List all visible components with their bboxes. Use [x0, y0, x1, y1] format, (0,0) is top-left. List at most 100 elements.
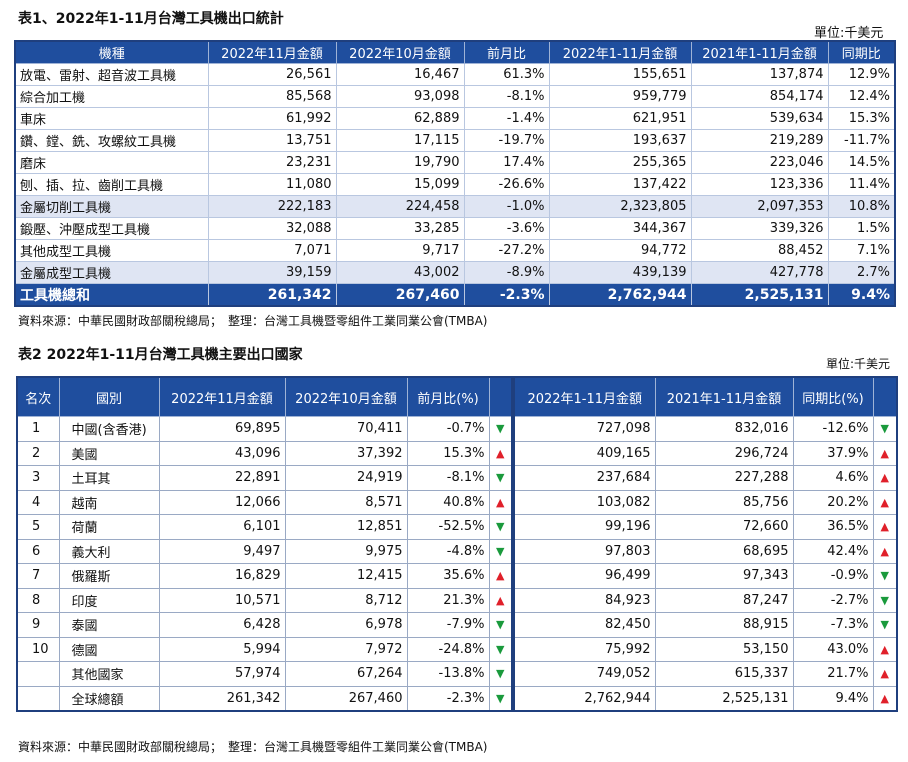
yoy-pct-cell: 43.0%	[792, 636, 874, 662]
mom-cell: -19.7%	[463, 129, 550, 152]
ytd-2021-cell: 87,247	[654, 587, 794, 613]
ytd-2021-cell: 88,915	[654, 612, 794, 638]
rank-cell: 4	[16, 489, 60, 515]
oct-2022-cell: 7,972	[284, 636, 408, 662]
table1-header-row: 機種 2022年11月金額 2022年10月金額 前月比 2022年1-11月金…	[14, 40, 896, 64]
ytd-2022-cell: 959,779	[548, 85, 692, 108]
ytd-2022-cell: 255,365	[548, 151, 692, 174]
col-header-ytd-2021: 2021年1-11月金額	[690, 40, 829, 64]
machine-type-cell: 車床	[14, 107, 209, 130]
nov-2022-cell: 16,829	[158, 563, 286, 589]
col-header-ytd-2021: 2021年1-11月金額	[654, 376, 794, 417]
machine-type-cell: 刨、插、拉、齒削工具機	[14, 173, 209, 196]
oct-2022-cell: 9,717	[335, 239, 465, 262]
col-header-yoy-pct: 同期比(%)	[792, 376, 874, 417]
triangle-down-icon: ▼	[496, 618, 505, 632]
ytd-2021-cell: 97,343	[654, 563, 794, 589]
rank-cell: 9	[16, 612, 60, 638]
nov-2022-cell: 32,088	[207, 217, 337, 240]
table-row: 刨、插、拉、齒削工具機 11,080 15,099 -26.6% 137,422 123,…	[14, 173, 896, 196]
mom-pct-cell: 21.3%	[406, 587, 490, 613]
yoy-cell: 7.1%	[827, 239, 896, 262]
yoy-cell: 1.5%	[827, 217, 896, 240]
col-header-mom-arrow	[488, 376, 514, 417]
nov-2022-cell: 261,342	[158, 685, 286, 712]
yoy-pct-cell: -2.7%	[792, 587, 874, 613]
yoy-cell: 12.9%	[827, 63, 896, 86]
table-row: 其他成型工具機 7,071 9,717 -27.2% 94,772 88,452 7.1%	[14, 239, 896, 262]
table-row: 金屬成型工具機 39,159 43,002 -8.9% 439,139 427,778 2.…	[14, 261, 896, 284]
table-row: 放電、雷射、超音波工具機 26,561 16,467 61.3% 155,651 137,…	[14, 63, 896, 86]
oct-2022-cell: 62,889	[335, 107, 465, 130]
mom-arrow: ▲	[488, 489, 514, 515]
oct-2022-cell: 19,790	[335, 151, 465, 174]
nov-2022-cell: 6,428	[158, 612, 286, 638]
mom-pct-cell: -2.3%	[406, 685, 490, 712]
col-header-yoy: 同期比	[827, 40, 896, 64]
ytd-2022-cell: 2,323,805	[548, 195, 692, 218]
oct-2022-cell: 70,411	[284, 416, 408, 442]
country-cell: 德國	[58, 636, 160, 662]
table-row: 7 俄羅斯 16,829 12,415 35.6% ▲ 96,499 97,343 -0.9% ▼	[16, 563, 898, 589]
nov-2022-cell: 26,561	[207, 63, 337, 86]
mom-pct-cell: -13.8%	[406, 661, 490, 687]
mom-cell: 61.3%	[463, 63, 550, 86]
mom-arrow: ▼	[488, 636, 514, 662]
yoy-pct-cell: -0.9%	[792, 563, 874, 589]
yoy-cell: 2.7%	[827, 261, 896, 284]
table-row: 全球總額 261,342 267,460 -2.3% ▼ 2,762,944 2,525,1…	[16, 685, 898, 712]
table-row: 磨床 23,231 19,790 17.4% 255,365 223,046 14.5%	[14, 151, 896, 174]
yoy-pct-cell: -12.6%	[792, 416, 874, 442]
triangle-up-icon: ▲	[880, 642, 889, 656]
table2-export-by-country: 名次 國別 2022年11月金額 2022年10月金額 前月比(%) 2022年…	[16, 376, 898, 712]
table1-source-note: 資料來源：中華民國財政部關稅總局； 整理：台灣工具機暨零組件工業同業公會(TMB…	[18, 314, 488, 328]
ytd-2022-cell: 84,923	[511, 587, 656, 613]
triangle-up-icon: ▲	[496, 495, 505, 509]
yoy-cell: 14.5%	[827, 151, 896, 174]
ytd-2022-cell: 237,684	[511, 465, 656, 491]
ytd-2022-cell: 409,165	[511, 440, 656, 466]
triangle-down-icon: ▼	[496, 520, 505, 534]
ytd-2021-cell: 2,097,353	[690, 195, 829, 218]
nov-2022-cell: 85,568	[207, 85, 337, 108]
mom-arrow: ▼	[488, 685, 514, 712]
nov-2022-cell: 57,974	[158, 661, 286, 687]
mom-pct-cell: -8.1%	[406, 465, 490, 491]
triangle-down-icon: ▼	[496, 642, 505, 656]
mom-arrow: ▼	[488, 538, 514, 564]
oct-2022-cell: 16,467	[335, 63, 465, 86]
ytd-2021-cell: 72,660	[654, 514, 794, 540]
oct-2022-cell: 9,975	[284, 538, 408, 564]
mom-cell: -8.9%	[463, 261, 550, 284]
triangle-down-icon: ▼	[496, 544, 505, 558]
yoy-arrow: ▲	[872, 440, 898, 466]
yoy-arrow: ▼	[872, 416, 898, 442]
ytd-2021-cell: 615,337	[654, 661, 794, 687]
table2-source-note: 資料來源：中華民國財政部關稅總局； 整理：台灣工具機暨零組件工業同業公會(TMB…	[18, 740, 488, 754]
ytd-2022-cell: 137,422	[548, 173, 692, 196]
rank-cell: 3	[16, 465, 60, 491]
yoy-pct-cell: 37.9%	[792, 440, 874, 466]
rank-cell: 10	[16, 636, 60, 662]
nov-2022-cell: 5,994	[158, 636, 286, 662]
yoy-arrow: ▲	[872, 538, 898, 564]
yoy-arrow: ▼	[872, 587, 898, 613]
country-cell: 俄羅斯	[58, 563, 160, 589]
country-cell: 荷蘭	[58, 514, 160, 540]
machine-type-cell: 工具機總和	[14, 283, 209, 307]
country-cell: 越南	[58, 489, 160, 515]
country-cell: 印度	[58, 587, 160, 613]
ytd-2021-cell: 88,452	[690, 239, 829, 262]
col-header-nov-2022: 2022年11月金額	[158, 376, 286, 417]
yoy-arrow: ▲	[872, 636, 898, 662]
country-cell: 中國(含香港)	[58, 416, 160, 442]
nov-2022-cell: 222,183	[207, 195, 337, 218]
col-header-ytd-2022: 2022年1-11月金額	[511, 376, 656, 417]
triangle-down-icon: ▼	[496, 691, 505, 705]
table-row: 綜合加工機 85,568 93,098 -8.1% 959,779 854,174 12.4…	[14, 85, 896, 108]
oct-2022-cell: 8,571	[284, 489, 408, 515]
ytd-2022-cell: 193,637	[548, 129, 692, 152]
nov-2022-cell: 10,571	[158, 587, 286, 613]
yoy-pct-cell: 4.6%	[792, 465, 874, 491]
triangle-down-icon: ▼	[496, 471, 505, 485]
